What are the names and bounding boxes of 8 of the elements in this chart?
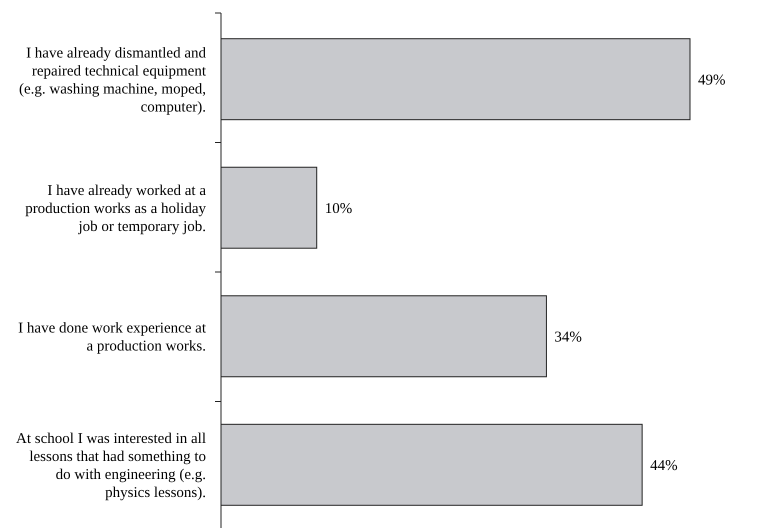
y-tick-label: I have done work experience at a production works.: [18, 320, 207, 355]
y-tick-label: At school I was interested in all lessons that had something to do with engineering (e.g. physics lessons).: [16, 431, 206, 502]
data-label: 49%: [698, 72, 726, 88]
y-tick-label: I have already worked at a production works as a holiday job or temporary job.: [25, 182, 206, 235]
data-label: 34%: [554, 330, 582, 346]
data-label: 44%: [650, 458, 678, 474]
y-tick-label: I have already dismantled and repaired technical equipment (e.g. washing machine, moped, computer).: [18, 45, 207, 116]
data-label: 10%: [324, 200, 352, 217]
